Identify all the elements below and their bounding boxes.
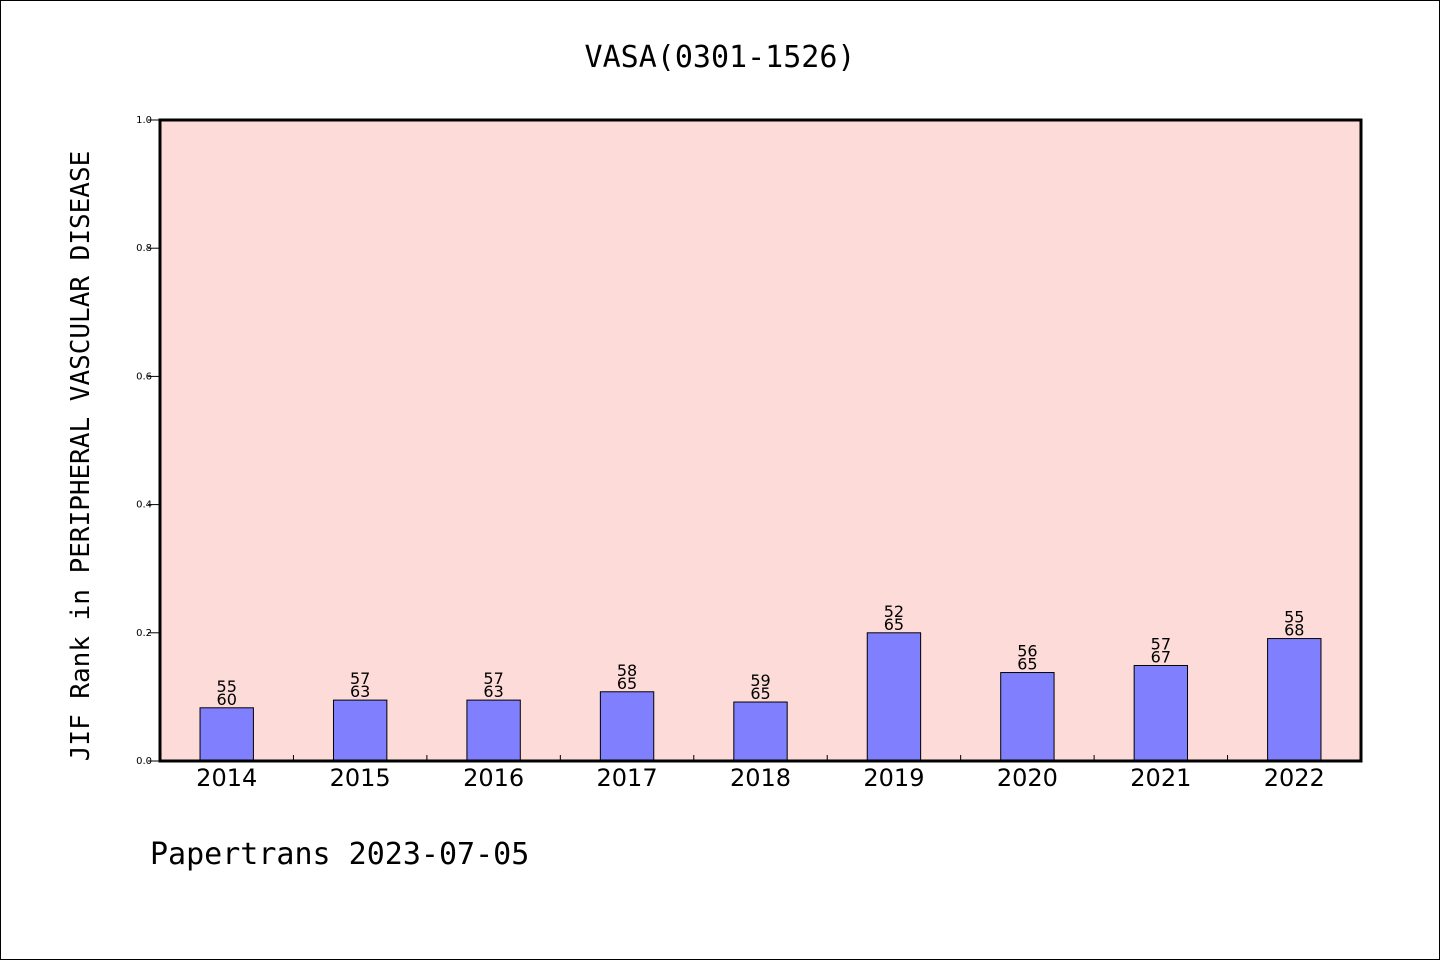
data-label-rank: 55: [1284, 608, 1304, 627]
bar-2022: [1267, 638, 1322, 762]
data-label-total: 60: [217, 690, 237, 709]
x-tick-label: 2016: [463, 764, 524, 792]
x-tick-label: 2018: [730, 764, 791, 792]
data-label-total: 63: [350, 682, 370, 701]
x-tick-label: 2019: [863, 764, 924, 792]
x-axis: 2014 2015 2016 2017 2018 2019 2020 2021 2022: [196, 755, 1325, 792]
data-label-rank: 57: [350, 669, 370, 688]
data-label-rank: 59: [750, 671, 770, 690]
bar-2020: [1000, 672, 1055, 762]
y-tick-label: 0.4: [136, 500, 152, 511]
bars-group: [199, 632, 1322, 762]
data-label-total: 65: [1017, 655, 1037, 674]
data-label-total: 63: [483, 682, 503, 701]
x-tick-label: 2014: [196, 764, 257, 792]
x-tick-label: 2020: [997, 764, 1058, 792]
data-label-total: 65: [750, 684, 770, 703]
data-label-rank: 57: [483, 669, 503, 688]
x-tick-label: 2015: [330, 764, 391, 792]
data-label-total: 65: [884, 615, 904, 634]
chart-title: VASA(0301-1526): [585, 40, 856, 75]
y-axis: 0.0 0.2 0.4 0.6 0.8 1.0: [136, 115, 160, 767]
y-tick-label: 1.0: [136, 115, 152, 126]
plot-area: [160, 120, 1361, 761]
footer-credit: Papertrans 2023-07-05: [150, 837, 529, 872]
y-tick-label: 0.8: [136, 243, 152, 254]
data-label-rank: 52: [884, 602, 904, 621]
data-label-total: 65: [617, 674, 637, 693]
bar-2014: [199, 707, 254, 762]
data-label-total: 68: [1284, 621, 1304, 640]
x-tick-label: 2017: [597, 764, 658, 792]
bar-2016: [466, 699, 521, 762]
y-tick-label: 0.2: [136, 628, 152, 639]
data-label-rank: 56: [1017, 642, 1037, 661]
data-label-total: 67: [1151, 647, 1171, 666]
plot-border: [158, 118, 1363, 763]
y-axis-label: JIF Rank in PERIPHERAL VASCULAR DISEASE: [66, 151, 96, 761]
bar-2015: [332, 699, 388, 762]
bar-2019: [866, 632, 922, 762]
bar-2017: [599, 691, 655, 762]
bar-2018: [733, 701, 788, 762]
data-label-rank: 57: [1151, 634, 1171, 653]
bar-2021: [1133, 664, 1189, 762]
y-tick-label: 0.6: [136, 371, 152, 382]
data-label-rank: 55: [217, 677, 237, 696]
x-tick-label: 2022: [1264, 764, 1325, 792]
y-tick-label: 0.0: [136, 756, 152, 767]
x-tick-label: 2021: [1130, 764, 1191, 792]
data-label-rank: 58: [617, 661, 637, 680]
